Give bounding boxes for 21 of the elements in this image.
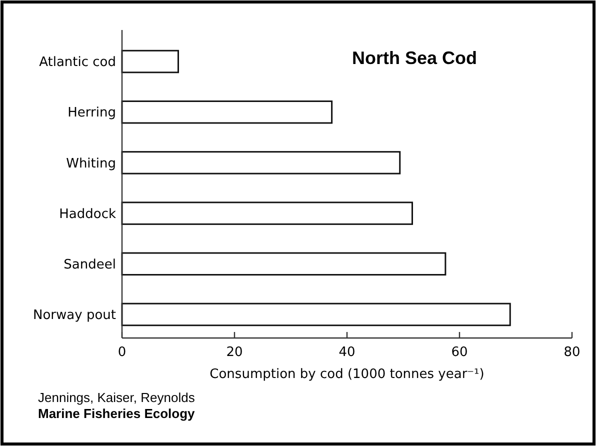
bar bbox=[121, 202, 413, 225]
bar bbox=[121, 252, 446, 276]
x-tick-label: 0 bbox=[118, 345, 126, 360]
y-tick-label: Sandeel bbox=[64, 257, 116, 272]
x-axis-title: Consumption by cod (1000 tonnes year⁻¹) bbox=[210, 367, 484, 382]
x-tick-label: 40 bbox=[338, 345, 356, 360]
bar bbox=[121, 50, 179, 74]
y-tick-label: Norway pout bbox=[33, 308, 116, 324]
bar bbox=[121, 151, 401, 174]
x-tick-label: 20 bbox=[226, 345, 243, 360]
bar bbox=[121, 100, 333, 124]
text: North Sea Cod bbox=[352, 48, 478, 68]
y-tick-label: Atlantic cod bbox=[39, 55, 116, 70]
text: Jennings, Kaiser, Reynolds bbox=[38, 390, 196, 405]
y-tick-label: Haddock bbox=[59, 206, 116, 222]
x-tick-label: 60 bbox=[451, 345, 468, 360]
x-tick-label: 80 bbox=[564, 345, 580, 360]
y-tick-label: Herring bbox=[68, 106, 116, 121]
text: Marine Fisheries Ecology bbox=[38, 406, 196, 421]
bar bbox=[121, 302, 511, 326]
y-tick-label: Whiting bbox=[66, 156, 116, 172]
